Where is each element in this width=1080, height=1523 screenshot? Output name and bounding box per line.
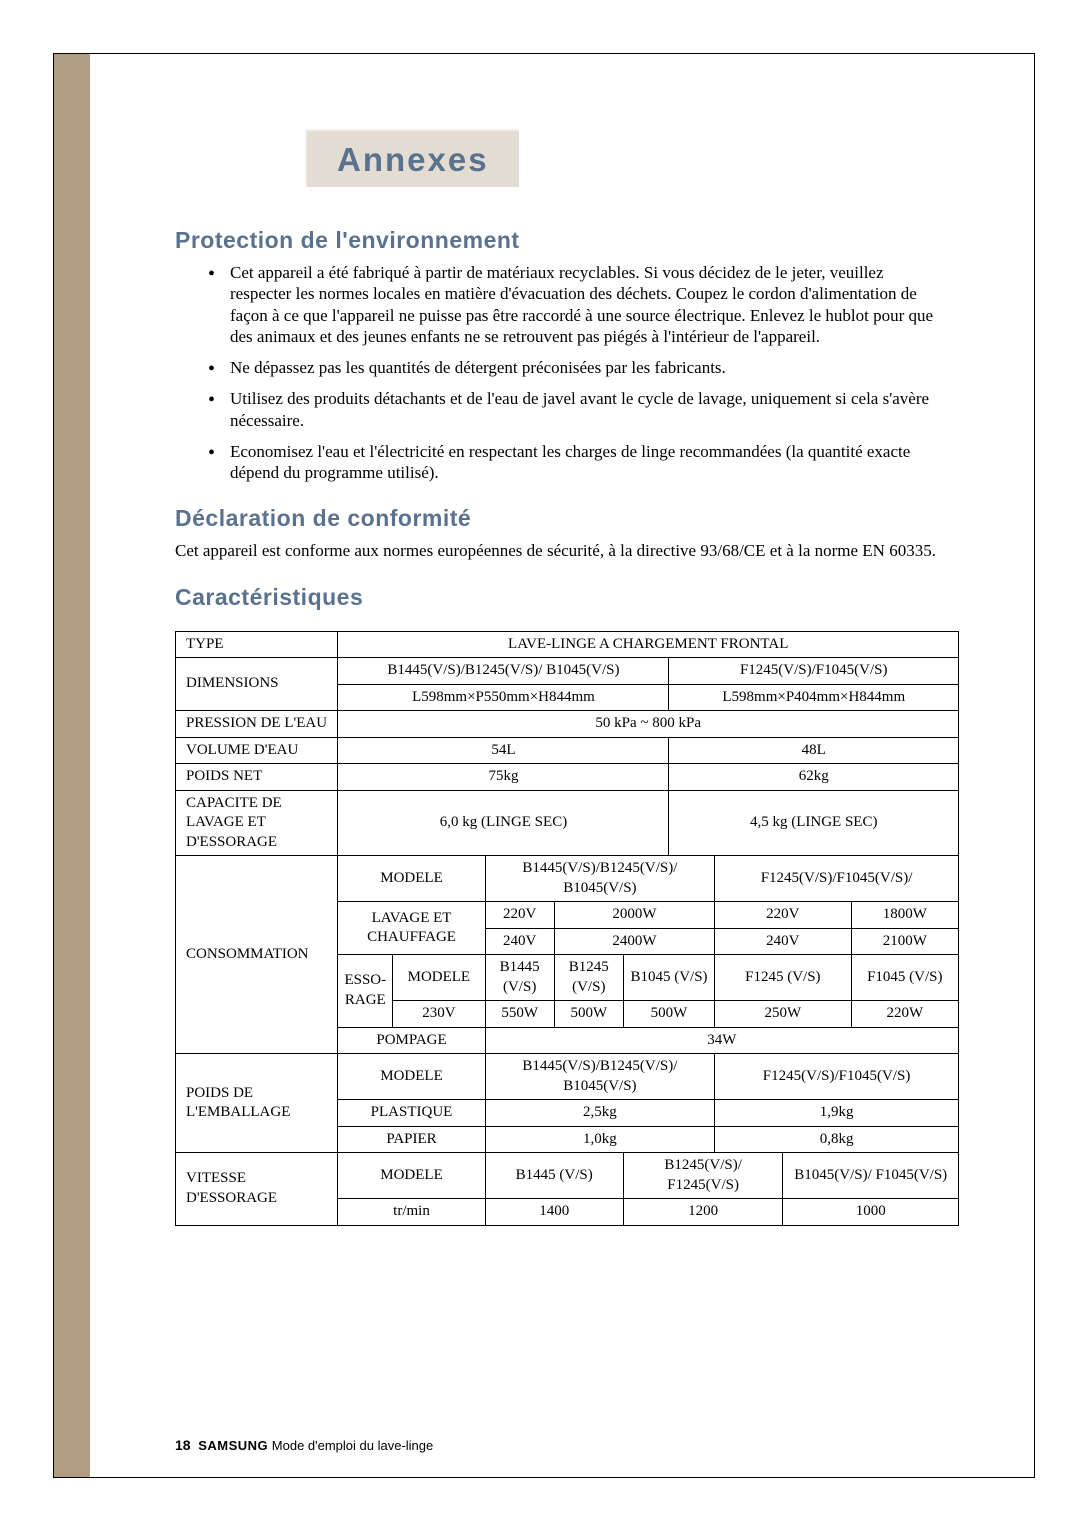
env-bullet: Economisez l'eau et l'électricité en res… [230,441,949,484]
table-row: VOLUME D'EAU 54L 48L [176,737,959,764]
cell-value: 50 kPa ~ 800 kPa [338,711,959,738]
cell-label: CAPACITE DE LAVAGE ET D'ESSORAGE [176,790,338,856]
table-row: TYPE LAVE-LINGE A CHARGEMENT FRONTAL [176,631,959,658]
page-footer: 18 SAMSUNG Mode d'emploi du lave-linge [175,1437,433,1453]
cell-value: B1045 (V/S) [623,955,714,1001]
cell-value: B1245 (V/S) [554,955,623,1001]
cell-label: DIMENSIONS [176,658,338,711]
cell-sub: POMPAGE [338,1027,485,1054]
cell-label: POIDS DE L'EMBALLAGE [176,1054,338,1153]
cell-value: 2000W [554,902,714,929]
env-bullet: Ne dépassez pas les quantités de déterge… [230,357,949,378]
cell-value: 1800W [851,902,958,929]
cell-value: 62kg [669,764,959,791]
cell-value: B1245(V/S)/ F1245(V/S) [623,1153,783,1199]
table-row: VITESSE D'ESSORAGE MODELE B1445 (V/S) B1… [176,1153,959,1199]
cell-value: 1400 [485,1199,623,1226]
cell-value: F1245(V/S)/F1045(V/S) [715,1054,959,1100]
cell-value: B1445 (V/S) [485,1153,623,1199]
cell-label: PRESSION DE L'EAU [176,711,338,738]
page-frame: Annexes Protection de l'environnement Ce… [53,53,1035,1478]
cell-sub: PAPIER [338,1126,485,1153]
cell-value: 2100W [851,928,958,955]
table-row: PRESSION DE L'EAU 50 kPa ~ 800 kPa [176,711,959,738]
cell-value: 500W [554,1001,623,1028]
cell-value: 220W [851,1001,958,1028]
cell-value: B1445 (V/S) [485,955,554,1001]
table-row: CAPACITE DE LAVAGE ET D'ESSORAGE 6,0 kg … [176,790,959,856]
title-box: Annexes [305,129,519,187]
heading-environment: Protection de l'environnement [175,227,959,254]
cell-value: B1445(V/S)/B1245(V/S)/ B1045(V/S) [485,1054,715,1100]
env-bullet: Cet appareil a été fabriqué à partir de … [230,262,949,347]
table-row: POIDS DE L'EMBALLAGE MODELE B1445(V/S)/B… [176,1054,959,1100]
left-sidebar-strip [54,54,90,1477]
cell-value: 75kg [338,764,669,791]
cell-value: 240V [715,928,851,955]
cell-value: B1445(V/S)/B1245(V/S)/ B1045(V/S) [485,856,715,902]
cell-value: 0,8kg [715,1126,959,1153]
cell-sub: tr/min [338,1199,485,1226]
cell-sub: LAVAGE ET CHAUFFAGE [338,902,485,955]
cell-value: B1445(V/S)/B1245(V/S)/ B1045(V/S) [338,658,669,685]
cell-value: 1000 [783,1199,959,1226]
heading-specs: Caractéristiques [175,584,959,611]
cell-value: F1245(V/S)/F1045(V/S) [669,658,959,685]
cell-value: B1045(V/S)/ F1045(V/S) [783,1153,959,1199]
cell-label: POIDS NET [176,764,338,791]
cell-value: 2,5kg [485,1100,715,1127]
cell-sub: ESSO-RAGE [338,955,393,1028]
cell-value: 500W [623,1001,714,1028]
table-row: DIMENSIONS B1445(V/S)/B1245(V/S)/ B1045(… [176,658,959,685]
footer-brand: SAMSUNG [198,1438,268,1453]
cell-label: VITESSE D'ESSORAGE [176,1153,338,1226]
env-bullet: Utilisez des produits détachants et de l… [230,388,949,431]
cell-sub: MODELE [338,1054,485,1100]
cell-value: L598mm×P550mm×H844mm [338,684,669,711]
table-row: CONSOMMATION MODELE B1445(V/S)/B1245(V/S… [176,856,959,902]
page-content: Annexes Protection de l'environnement Ce… [90,54,1034,1477]
cell-value: 6,0 kg (LINGE SEC) [338,790,669,856]
heading-conformity: Déclaration de conformité [175,505,959,532]
cell-sub: MODELE [393,955,485,1001]
env-bullet-list: Cet appareil a été fabriqué à partir de … [230,262,949,483]
cell-value: 240V [485,928,554,955]
cell-sub: PLASTIQUE [338,1100,485,1127]
table-row: POIDS NET 75kg 62kg [176,764,959,791]
footer-text: Mode d'emploi du lave-linge [272,1438,433,1453]
cell-value: 54L [338,737,669,764]
cell-value: 2400W [554,928,714,955]
cell-label: CONSOMMATION [176,856,338,1054]
cell-value: 250W [715,1001,851,1028]
footer-page-number: 18 [175,1437,191,1453]
cell-value: 34W [485,1027,958,1054]
cell-value: 1,9kg [715,1100,959,1127]
cell-label: VOLUME D'EAU [176,737,338,764]
cell-value: 1200 [623,1199,783,1226]
cell-value: 220V [715,902,851,929]
cell-value: F1045 (V/S) [851,955,958,1001]
cell-sub: MODELE [338,1153,485,1199]
cell-value: 4,5 kg (LINGE SEC) [669,790,959,856]
cell-value: F1245 (V/S) [715,955,851,1001]
specs-table: TYPE LAVE-LINGE A CHARGEMENT FRONTAL DIM… [175,631,959,1226]
cell-value: LAVE-LINGE A CHARGEMENT FRONTAL [338,631,959,658]
cell-value: 230V [393,1001,485,1028]
page-title: Annexes [337,141,489,179]
cell-value: L598mm×P404mm×H844mm [669,684,959,711]
cell-sub: MODELE [338,856,485,902]
cell-value: 550W [485,1001,554,1028]
cell-value: 220V [485,902,554,929]
cell-value: 48L [669,737,959,764]
cell-value: F1245(V/S)/F1045(V/S)/ [715,856,959,902]
conformity-text: Cet appareil est conforme aux normes eur… [175,540,949,561]
cell-label: TYPE [176,631,338,658]
cell-value: 1,0kg [485,1126,715,1153]
